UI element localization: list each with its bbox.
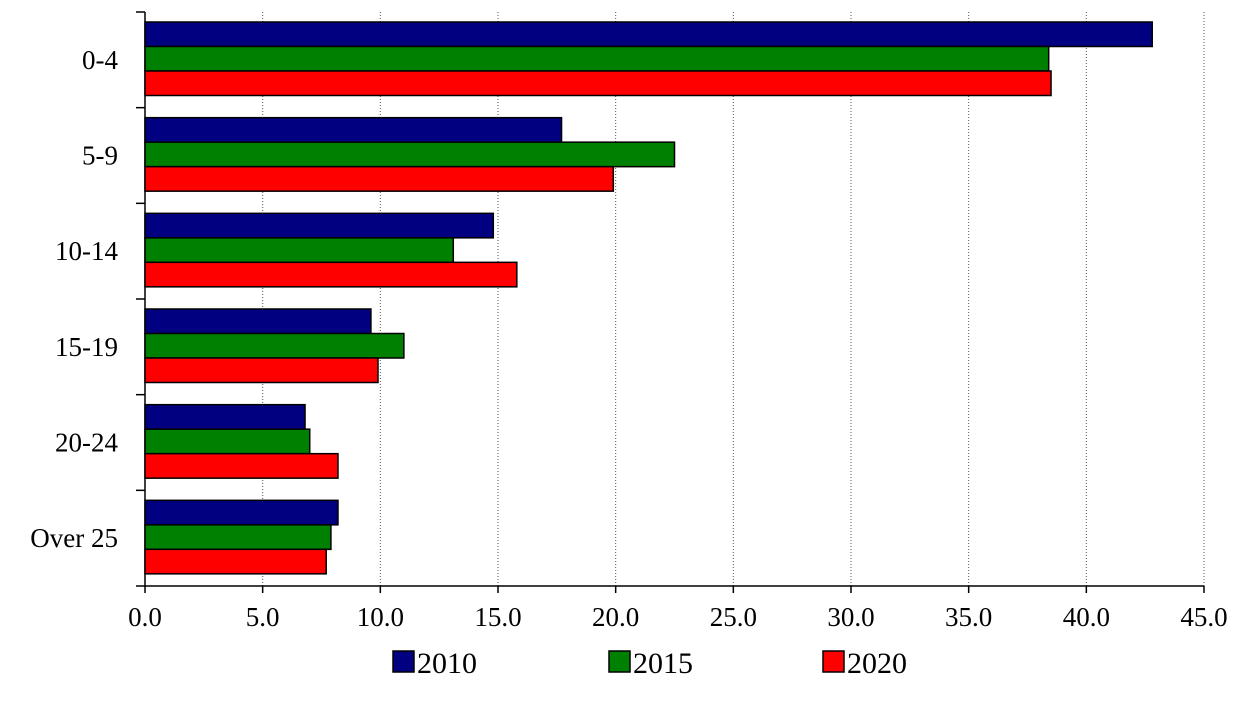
legend-label-2015: 2015 xyxy=(633,647,693,680)
x-tick-label: 45.0 xyxy=(1180,602,1227,632)
category-label: 5-9 xyxy=(82,141,118,171)
bar-2010-0-4 xyxy=(144,21,1153,48)
legend-label-2010: 2010 xyxy=(417,647,477,680)
legend-label-2020: 2020 xyxy=(847,647,907,680)
bar-2010-5-9 xyxy=(144,116,563,143)
bar-2020-0-4 xyxy=(144,70,1052,97)
bar-2015-10-14 xyxy=(144,237,455,264)
x-tick-label: 10.0 xyxy=(357,602,404,632)
bar-2020-10-14 xyxy=(144,261,518,288)
x-tick-label: 35.0 xyxy=(945,602,992,632)
bar-2020-20-24 xyxy=(144,452,339,479)
category-label: 20-24 xyxy=(55,428,118,458)
legend-swatch-2015 xyxy=(608,650,631,673)
bar-2010-over-25 xyxy=(144,499,339,526)
legend-swatch-2010 xyxy=(392,650,415,673)
bar-2015-over-25 xyxy=(144,524,332,551)
category-label: 15-19 xyxy=(55,332,118,362)
legend-swatch-2020 xyxy=(822,650,845,673)
bar-2015-20-24 xyxy=(144,428,311,455)
bar-2015-0-4 xyxy=(144,45,1050,72)
x-tick-label: 0.0 xyxy=(128,602,162,632)
bar-2015-15-19 xyxy=(144,332,405,359)
bar-2020-over-25 xyxy=(144,548,327,575)
x-tick-label: 5.0 xyxy=(246,602,280,632)
x-tick-label: 40.0 xyxy=(1063,602,1110,632)
x-tick-label: 15.0 xyxy=(474,602,521,632)
bar-2010-10-14 xyxy=(144,212,495,239)
bar-2020-5-9 xyxy=(144,165,615,192)
category-label: Over 25 xyxy=(30,523,118,553)
x-tick-label: 20.0 xyxy=(592,602,639,632)
bar-2015-5-9 xyxy=(144,141,676,168)
x-tick-label: 25.0 xyxy=(710,602,757,632)
category-label: 0-4 xyxy=(82,45,118,75)
x-tick-label: 30.0 xyxy=(827,602,874,632)
category-label: 10-14 xyxy=(55,236,118,266)
bar-2010-20-24 xyxy=(144,403,306,430)
bar-2010-15-19 xyxy=(144,308,372,335)
bar-2020-15-19 xyxy=(144,357,379,384)
